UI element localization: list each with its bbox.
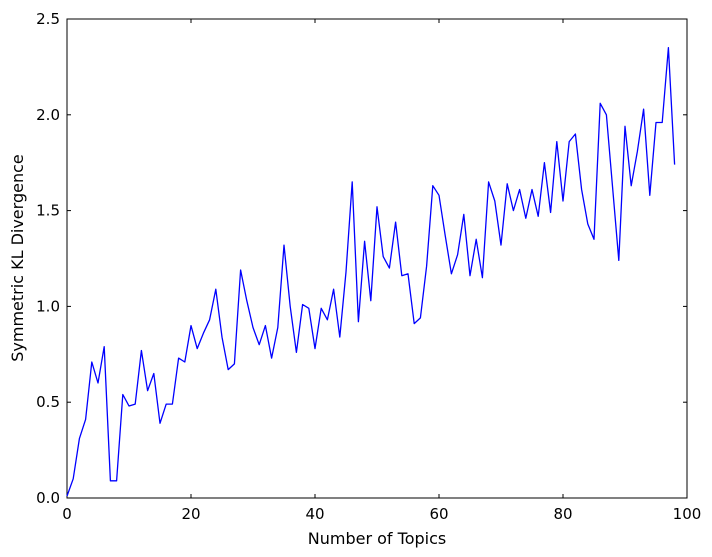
- y-tick-label: 2.5: [36, 10, 60, 28]
- x-tick-label: 20: [181, 505, 200, 523]
- y-tick-label: 0.5: [36, 393, 60, 411]
- series-group: [66, 47, 676, 497]
- plot-area-frame: [66, 18, 688, 499]
- y-tick-label: 1.5: [36, 202, 60, 220]
- y-tick-label: 1.0: [36, 297, 60, 315]
- axis-ticks: [66, 18, 688, 499]
- x-axis-label: Number of Topics: [308, 529, 446, 548]
- y-axis-label: Symmetric KL Divergence: [8, 154, 27, 361]
- x-tick-label: 100: [673, 505, 702, 523]
- tick-labels: 0 20 40 60 80 100 0.0 0.5 1.0 1.5 2.0 2.5: [36, 10, 701, 523]
- y-tick-label: 0.0: [36, 489, 60, 507]
- y-tick-label: 2.0: [36, 106, 60, 124]
- x-tick-label: 40: [305, 505, 324, 523]
- x-tick-label: 80: [553, 505, 572, 523]
- series-line: [66, 47, 676, 497]
- x-tick-label: 60: [429, 505, 448, 523]
- x-tick-label: 0: [62, 505, 72, 523]
